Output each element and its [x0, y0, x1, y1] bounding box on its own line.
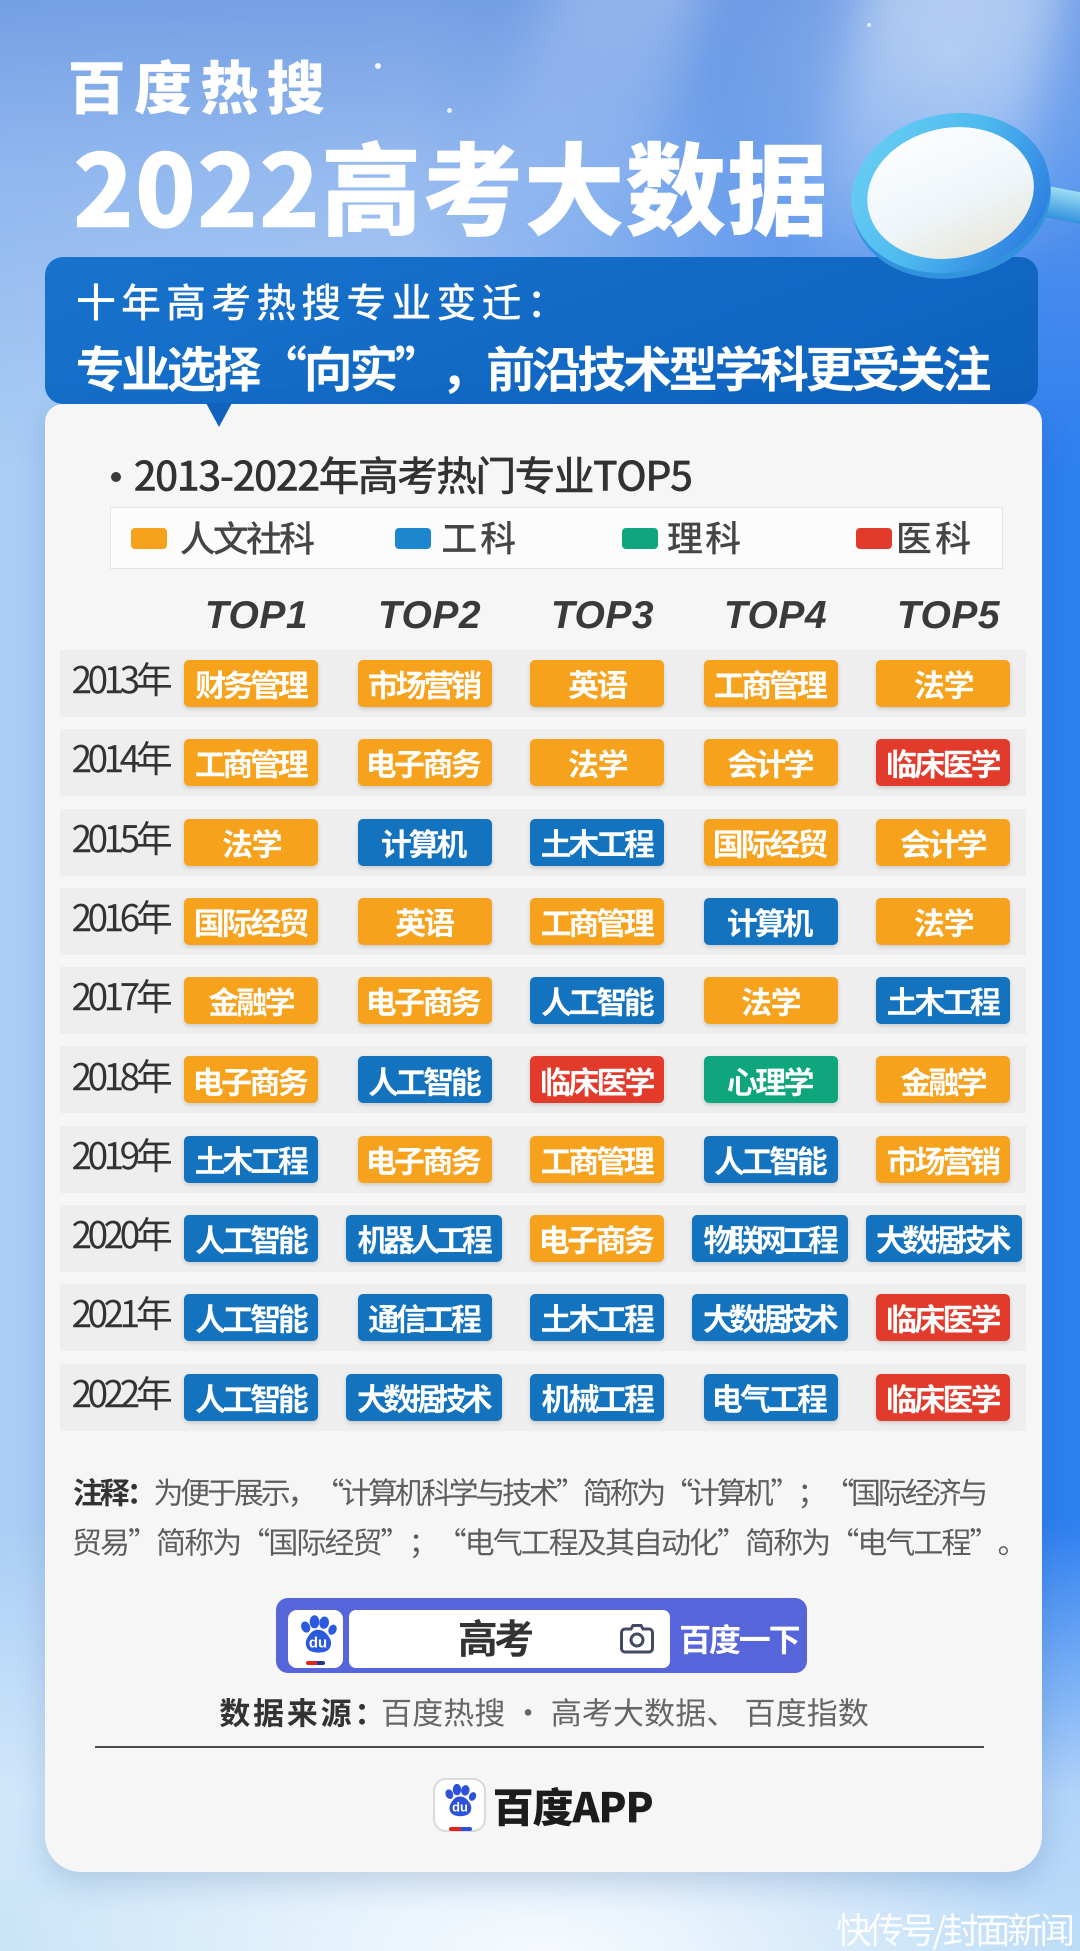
svg-text:du: du — [452, 1800, 468, 1815]
svg-text:du: du — [309, 1634, 327, 1651]
